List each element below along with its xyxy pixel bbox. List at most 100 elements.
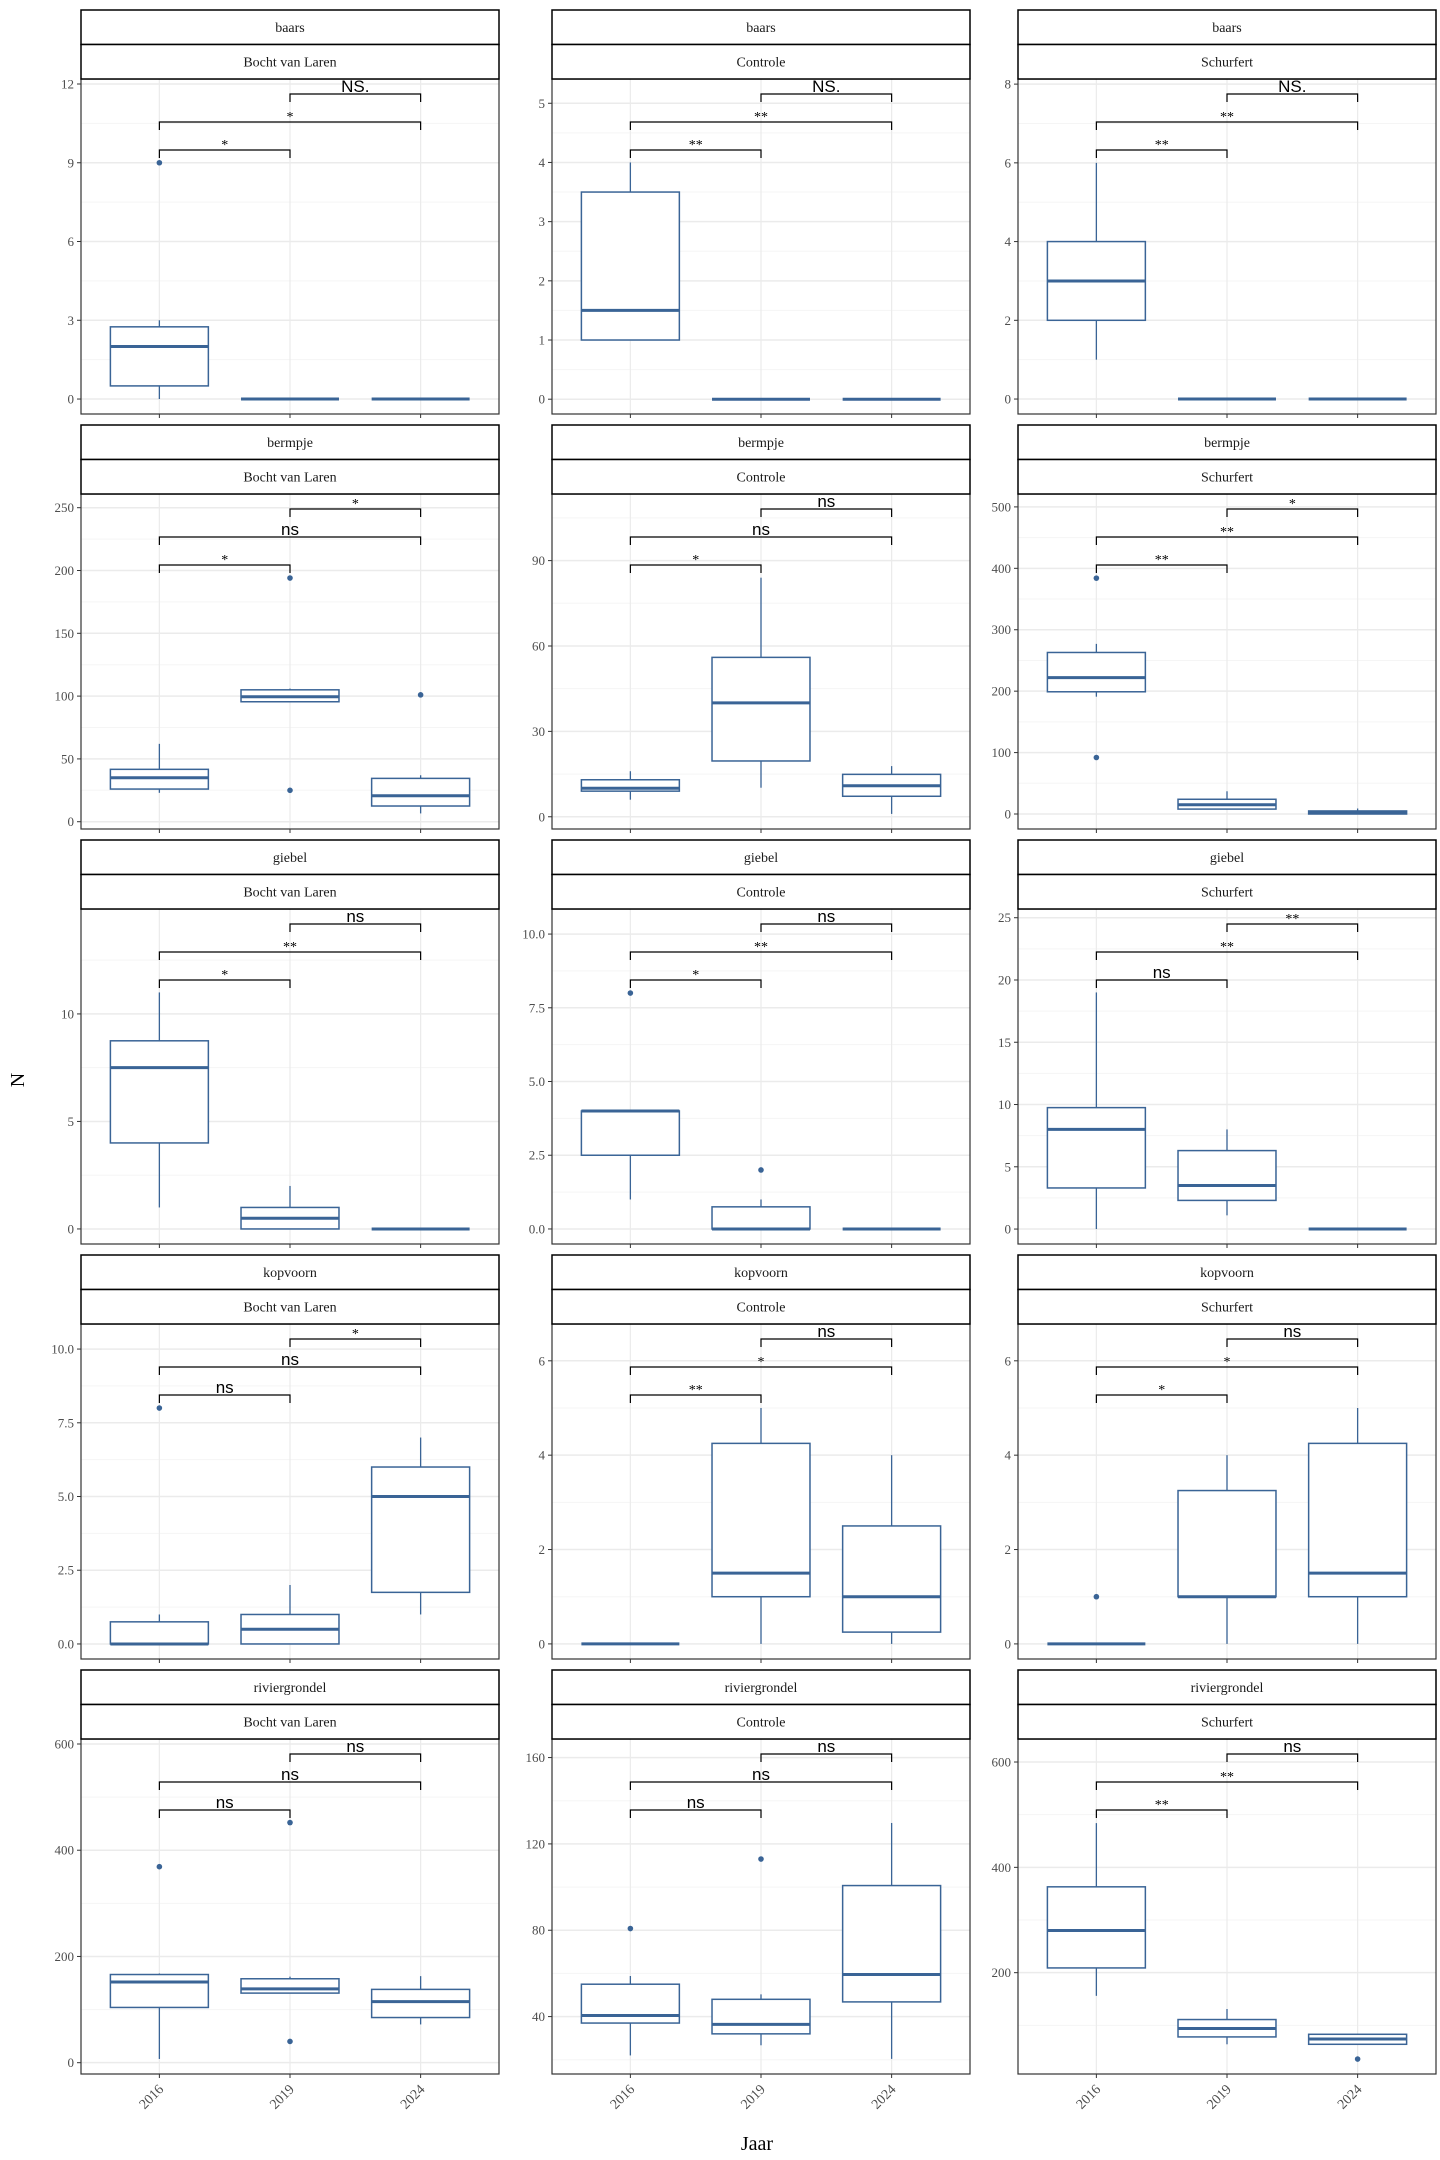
- x-tick-label: 2016: [608, 2082, 638, 2112]
- significance-bracket: [1095, 564, 1228, 573]
- facet-panel: 0 1 2 3 4 5 ** ** NS. baars Controle: [539, 9, 971, 418]
- significance-label: *: [1224, 1355, 1231, 1370]
- y-tick-label: 0: [539, 1636, 546, 1651]
- significance-label: **: [1220, 940, 1234, 955]
- facet-panel: 0 200 400 600 2016 2019 2024 ns ns ns riviergronde…: [55, 1669, 500, 2113]
- strip-site-label: Schurfert: [1201, 1716, 1253, 1731]
- significance-bracket: [629, 536, 893, 545]
- significance-label: ns: [817, 907, 835, 926]
- significance-bracket: [760, 508, 893, 517]
- strip-species-label: kopvoorn: [1200, 1266, 1254, 1281]
- box-2016: [580, 162, 681, 341]
- significance-bracket: [760, 923, 893, 932]
- box-2019: [240, 1819, 340, 2045]
- significance-label: **: [1220, 525, 1234, 540]
- significance-label: ns: [817, 492, 835, 511]
- y-tick-label: 40: [532, 2009, 545, 2024]
- significance-label: ns: [752, 1765, 770, 1784]
- strip-site: [80, 1703, 500, 1740]
- y-tick-label: 15: [998, 1035, 1011, 1050]
- outlier-point: [627, 990, 634, 996]
- strip-site: [551, 1703, 971, 1740]
- strip-species-label: baars: [1212, 21, 1242, 36]
- y-tick-label: 2: [1005, 313, 1012, 328]
- significance-bracket: [1095, 1394, 1228, 1403]
- strip-site-label: Bocht van Laren: [243, 886, 336, 901]
- significance-bracket: [1226, 1338, 1359, 1347]
- box-iqr: [240, 1978, 340, 1994]
- significance-label: **: [689, 138, 703, 153]
- y-tick-label: 0: [539, 392, 546, 407]
- box-iqr: [711, 1442, 811, 1598]
- significance-bracket: [1095, 1366, 1359, 1375]
- strip-site: [551, 458, 971, 495]
- y-tick-label: 7.5: [529, 1000, 545, 1015]
- outlier-point: [1093, 754, 1100, 761]
- strip-species: [80, 1669, 500, 1706]
- y-tick-label: 6: [539, 1353, 546, 1368]
- y-tick-label: 200: [992, 684, 1012, 699]
- y-tick-label: 100: [55, 689, 75, 704]
- box-2016: [580, 1925, 681, 2056]
- strip-site-label: Bocht van Laren: [243, 56, 336, 71]
- significance-bracket: [1226, 1753, 1359, 1762]
- outlier-point: [758, 1167, 764, 1173]
- box-2019: [711, 1856, 811, 2046]
- significance-bracket: [1095, 121, 1359, 130]
- box-iqr: [711, 1206, 811, 1230]
- strip-site: [80, 1288, 500, 1325]
- y-tick-label: 30: [532, 724, 545, 739]
- y-tick-label: 5.0: [58, 1489, 74, 1504]
- significance-bracket: [1095, 1809, 1228, 1818]
- strip-site: [80, 458, 500, 495]
- strip-site-label: Bocht van Laren: [243, 1716, 336, 1731]
- box-2016: [1046, 575, 1147, 761]
- x-tick-label: 2024: [869, 2082, 899, 2112]
- y-tick-label: 400: [992, 1860, 1012, 1875]
- significance-label: ns: [1153, 963, 1171, 982]
- significance-label: NS.: [341, 77, 369, 96]
- y-tick-label: 160: [526, 1750, 546, 1765]
- significance-label: ns: [817, 1322, 835, 1341]
- strip-species-label: bermpje: [1204, 436, 1250, 451]
- y-tick-label: 50: [61, 751, 74, 766]
- significance-label: **: [754, 110, 768, 125]
- outlier-point: [417, 692, 424, 698]
- y-tick-label: 120: [526, 1836, 546, 1851]
- y-tick-label: 4: [539, 155, 546, 170]
- y-tick-label: 200: [55, 1949, 75, 1964]
- y-tick-label: 3: [68, 313, 75, 328]
- box-2019: [711, 1167, 811, 1231]
- box-iqr: [580, 1983, 681, 2024]
- strip-species: [1017, 9, 1437, 46]
- box-2024: [370, 692, 471, 814]
- strip-site: [1017, 458, 1437, 495]
- strip-site: [80, 873, 500, 910]
- y-tick-label: 100: [992, 745, 1012, 760]
- box-2019: [711, 577, 811, 788]
- y-tick-label: 90: [532, 553, 545, 568]
- facet-panel: 0 2 4 6 8 ** ** NS. baars Schurfert: [1005, 9, 1437, 418]
- outlier-point: [287, 575, 293, 581]
- box-iqr: [370, 777, 471, 807]
- y-tick-label: 4: [539, 1448, 546, 1463]
- x-tick-label: 2019: [267, 2082, 297, 2112]
- y-axis-title: N: [7, 1073, 29, 1087]
- box-2024: [1307, 808, 1408, 815]
- facet-panel: 0 50 100 150 200 250 * ns * bermpje Bocht van Lare…: [55, 424, 500, 833]
- significance-bracket: [629, 1809, 762, 1818]
- significance-label: **: [1285, 912, 1299, 927]
- y-tick-label: 8: [1005, 77, 1012, 92]
- strip-species-label: riviergrondel: [725, 1681, 798, 1696]
- significance-label: **: [283, 940, 297, 955]
- box-2024: [841, 1822, 942, 2059]
- box-iqr: [1046, 651, 1147, 693]
- facet-panel: 0.0 2.5 5.0 7.5 10.0 ns ns * kopvoorn Bocht van L…: [51, 1254, 500, 1663]
- box-iqr: [841, 1884, 942, 2003]
- strip-species-label: riviergrondel: [254, 1681, 327, 1696]
- x-tick-label: 2024: [398, 2082, 428, 2112]
- significance-bracket: [1226, 923, 1359, 932]
- significance-bracket: [158, 536, 422, 545]
